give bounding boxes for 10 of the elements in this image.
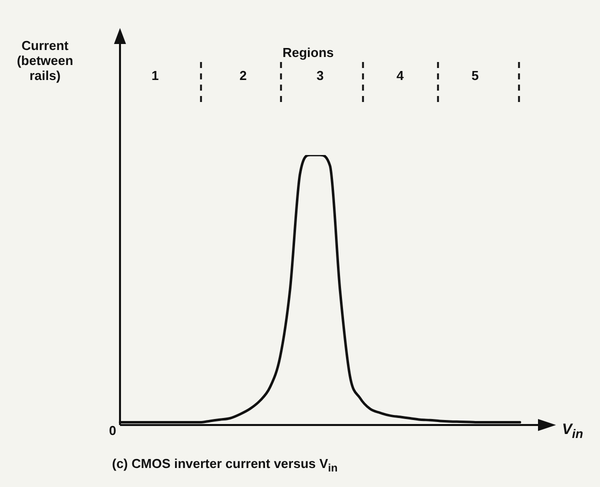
- text: Current (between rails): [16, 38, 74, 83]
- text: 4: [396, 68, 404, 82]
- text: 1: [152, 68, 159, 82]
- text: 3: [316, 68, 324, 82]
- text: (c) CMOS inverter current versus V$_{in}$: [112, 456, 338, 474]
- text: Regions: [282, 44, 334, 60]
- x-axis-title: V$_{in}$: [562, 420, 584, 440]
- text: 0: [109, 422, 116, 438]
- text: 2: [240, 68, 247, 82]
- text: 5: [472, 68, 479, 82]
